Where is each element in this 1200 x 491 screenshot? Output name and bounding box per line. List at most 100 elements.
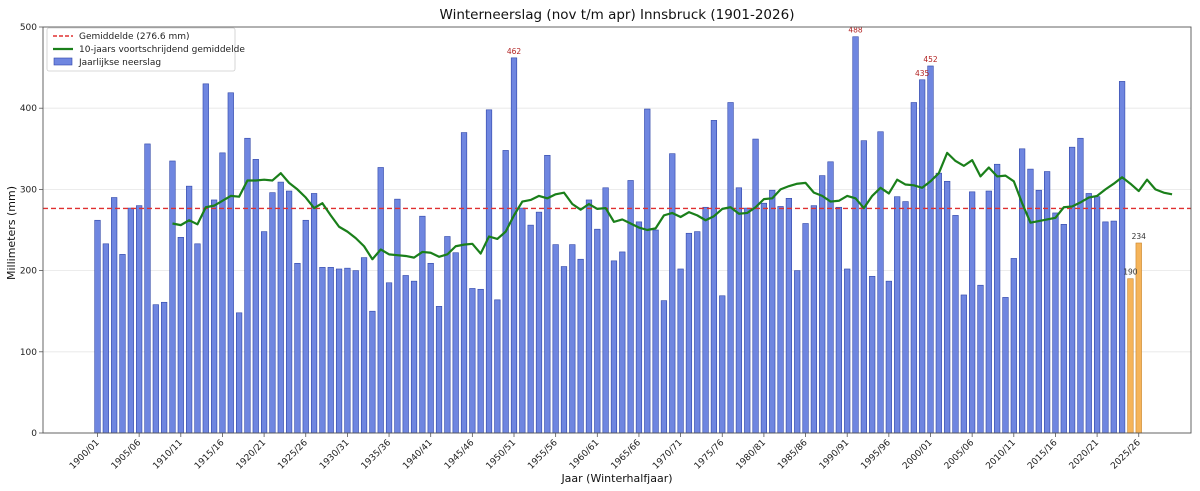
precipitation-bar xyxy=(910,102,917,434)
peak-data-label: 488 xyxy=(848,26,863,35)
precipitation-bar xyxy=(211,199,218,434)
precipitation-bar xyxy=(452,252,459,434)
x-tick-label: 2020/21 xyxy=(1068,438,1102,472)
partial-season-bar xyxy=(1127,278,1134,434)
precipitation-bar xyxy=(552,244,559,434)
precipitation-bar xyxy=(419,215,426,434)
precipitation-bar xyxy=(1044,171,1051,434)
precipitation-bar xyxy=(394,198,401,434)
precipitation-bar xyxy=(719,295,726,434)
y-tick-label: 200 xyxy=(20,267,37,277)
x-tick-label: 1945/46 xyxy=(443,438,477,472)
x-tick-label: 2015/16 xyxy=(1026,438,1060,472)
precipitation-bar xyxy=(585,199,593,434)
x-tick-label: 2000/01 xyxy=(901,438,935,472)
precipitation-bar xyxy=(685,232,693,434)
precipitation-bar xyxy=(669,153,676,434)
x-tick-label: 1975/76 xyxy=(693,438,727,472)
precipitation-bar xyxy=(410,280,418,434)
precipitation-bar xyxy=(369,310,376,434)
peak-data-label: 435 xyxy=(915,69,930,78)
precipitation-bar xyxy=(994,163,1001,434)
precipitation-bar xyxy=(127,207,134,434)
precipitation-bar xyxy=(1010,258,1017,434)
y-tick-label: 300 xyxy=(20,185,37,195)
precipitation-bar xyxy=(94,219,101,434)
x-tick-label: 1940/41 xyxy=(401,438,435,472)
precipitation-bar xyxy=(344,267,351,434)
precipitation-bar xyxy=(227,92,234,434)
precipitation-bar xyxy=(335,268,343,434)
precipitation-bar xyxy=(427,262,434,434)
precipitation-bar xyxy=(602,187,609,434)
precipitation-bar xyxy=(252,159,259,434)
y-axis-title: Millimeters (mm) xyxy=(5,186,18,280)
precipitation-bar xyxy=(1052,212,1059,434)
legend-bars-label: Jaarlijkse neerslag xyxy=(78,58,161,68)
precipitation-bar xyxy=(502,150,509,434)
precipitation-bar xyxy=(260,231,268,434)
x-tick-label: 1985/86 xyxy=(776,438,810,472)
precipitation-bar xyxy=(1102,221,1109,434)
precipitation-bar xyxy=(677,268,684,434)
legend-moving-avg-label: 10-jaars voortschrijdend gemiddelde xyxy=(79,45,245,55)
bar-layer xyxy=(94,36,1142,434)
x-tick-label: 1905/06 xyxy=(110,438,144,472)
precipitation-bar xyxy=(510,57,518,434)
precipitation-bar xyxy=(819,175,826,434)
precipitation-bar xyxy=(477,288,484,434)
x-tick-label: 1930/31 xyxy=(318,438,352,472)
x-tick-label: 1965/66 xyxy=(610,438,644,472)
precipitation-bar xyxy=(1019,148,1026,434)
precipitation-bar xyxy=(769,189,776,434)
precipitation-bar xyxy=(610,260,618,434)
precipitation-bar xyxy=(277,181,284,434)
moving-average-line xyxy=(172,151,1173,261)
precipitation-bar xyxy=(927,65,934,434)
precipitation-bar xyxy=(894,196,901,434)
x-tick-label: 1970/71 xyxy=(651,438,685,472)
precipitation-bar xyxy=(810,205,817,434)
peak-data-label: 190 xyxy=(1123,268,1138,277)
precipitation-bar xyxy=(660,300,668,434)
peak-data-label: 452 xyxy=(923,55,938,64)
precipitation-bar xyxy=(702,206,709,434)
x-tick-label: 1925/26 xyxy=(276,438,310,472)
legend: Gemiddelde (276.6 mm) 10-jaars voortschr… xyxy=(46,27,245,72)
precipitation-bar xyxy=(969,191,976,434)
precipitation-bar xyxy=(852,36,859,434)
precipitation-bar xyxy=(1002,297,1009,434)
precipitation-bar xyxy=(627,180,634,434)
x-tick-label: 1935/36 xyxy=(360,438,394,472)
x-tick-label: 1955/56 xyxy=(526,438,560,472)
plot-frame xyxy=(42,26,1192,434)
chart-title: Winterneerslag (nov t/m apr) Innsbruck (… xyxy=(440,7,795,23)
precipitation-bar xyxy=(169,160,176,434)
precipitation-bar xyxy=(519,207,526,434)
precipitation-bar xyxy=(960,294,967,434)
y-tick-label: 0 xyxy=(31,429,37,439)
precipitation-bar xyxy=(385,282,393,434)
precipitation-bar xyxy=(777,206,784,434)
precipitation-bar xyxy=(494,299,501,434)
precipitation-bar xyxy=(469,288,476,434)
precipitation-bar xyxy=(727,102,734,434)
precipitation-bar xyxy=(360,257,368,434)
precipitation-bar xyxy=(460,132,468,434)
precipitation-bar xyxy=(569,244,576,434)
precipitation-bar xyxy=(111,197,118,434)
precipitation-bar xyxy=(1118,81,1126,434)
precipitation-bar xyxy=(919,79,926,434)
precipitation-bar xyxy=(1094,196,1101,434)
precipitation-bar xyxy=(977,284,984,434)
x-tick-label: 1910/11 xyxy=(151,438,185,472)
precipitation-bar xyxy=(710,120,718,434)
precipitation-bar xyxy=(885,280,892,434)
precipitation-bar xyxy=(194,243,201,434)
peak-data-label: 462 xyxy=(507,47,522,56)
precipitation-bar xyxy=(952,215,959,434)
precipitation-bar xyxy=(302,219,309,434)
precipitation-bar xyxy=(1035,189,1042,434)
precipitation-bar xyxy=(594,228,601,434)
